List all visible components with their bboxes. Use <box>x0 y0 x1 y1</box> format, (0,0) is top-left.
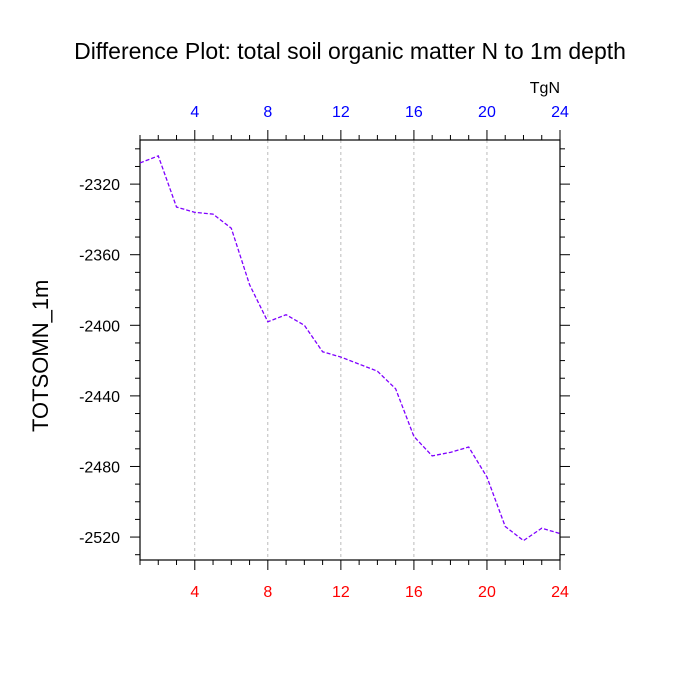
x-tick-label-top: 8 <box>263 104 272 121</box>
series-line <box>139 155 561 542</box>
y-tick-label: -2480 <box>79 459 120 476</box>
x-tick-label-top: 16 <box>405 104 423 121</box>
units-label: TgN <box>529 80 560 97</box>
x-tick-label-bottom: 12 <box>332 584 350 601</box>
x-tick-label-top: 4 <box>190 104 199 121</box>
x-tick-label-bottom: 24 <box>551 584 569 601</box>
x-tick-label-top: 12 <box>332 104 350 121</box>
y-tick-label: -2320 <box>79 177 120 194</box>
x-tick-label-bottom: 4 <box>190 584 199 601</box>
x-tick-label-bottom: 20 <box>478 584 496 601</box>
x-tick-label-bottom: 16 <box>405 584 423 601</box>
x-tick-label-top: 20 <box>478 104 496 121</box>
y-tick-label: -2360 <box>79 248 120 265</box>
x-tick-label-top: 24 <box>551 104 569 121</box>
y-tick-label: -2400 <box>79 318 120 335</box>
chart-title: Difference Plot: total soil organic matt… <box>74 38 626 64</box>
y-tick-label: -2440 <box>79 389 120 406</box>
x-tick-label-bottom: 8 <box>263 584 272 601</box>
plot-frame <box>139 139 561 561</box>
y-tick-label: -2520 <box>79 530 120 547</box>
